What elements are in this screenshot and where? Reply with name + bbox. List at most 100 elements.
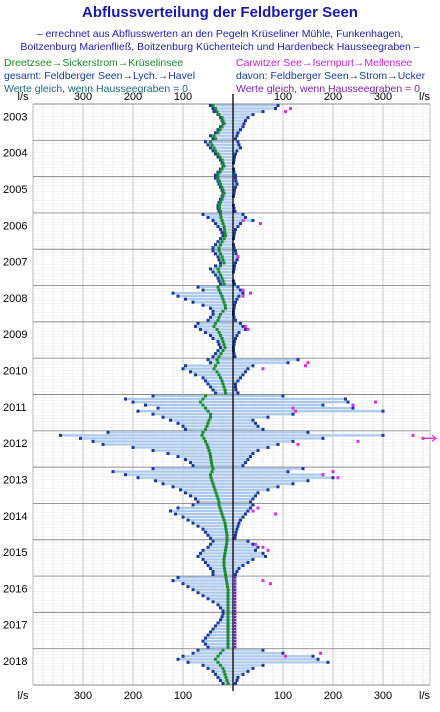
bar-left — [213, 149, 233, 152]
green-marker — [221, 382, 225, 386]
total-marker-right — [251, 452, 255, 456]
purple-marker — [234, 600, 237, 603]
green-marker — [217, 500, 221, 504]
bar-left — [193, 503, 233, 507]
total-marker-left — [206, 318, 210, 322]
total-marker-right — [234, 337, 237, 341]
total-marker-right — [241, 464, 245, 468]
total-marker-left — [216, 675, 220, 679]
total-marker-right — [241, 672, 245, 676]
green-marker — [219, 200, 222, 204]
total-marker-right — [256, 491, 260, 495]
total-marker-left — [211, 312, 215, 316]
bar-right — [233, 440, 293, 443]
bar-left — [203, 528, 233, 531]
bar-left — [198, 525, 233, 528]
year-label: 2010 — [3, 366, 27, 378]
bar-left — [125, 473, 233, 476]
total-marker-right — [235, 182, 239, 186]
total-marker-right — [326, 660, 330, 664]
purple-marker — [234, 630, 237, 634]
total-marker-right — [233, 355, 237, 359]
bar-right — [233, 183, 237, 186]
bar-right — [233, 479, 308, 482]
total-marker-left — [214, 173, 217, 177]
total-marker-left — [209, 385, 212, 389]
total-marker-right — [321, 436, 325, 440]
bar-left — [183, 367, 233, 370]
total-marker-right — [241, 324, 245, 328]
total-marker-right — [236, 140, 240, 144]
bar-left — [185, 458, 233, 461]
total-marker-right — [301, 467, 305, 471]
bar-right — [233, 488, 268, 491]
total-marker-left — [209, 566, 212, 570]
green-marker — [226, 639, 230, 643]
total-marker-right — [254, 494, 257, 498]
green-marker — [224, 573, 227, 577]
bar-left — [220, 158, 233, 162]
total-marker-right — [239, 146, 242, 150]
bar-left — [193, 301, 233, 304]
green-marker — [204, 394, 207, 398]
total-marker-left — [204, 379, 207, 383]
total-marker-left — [211, 669, 215, 673]
green-marker — [222, 261, 226, 265]
purple-marker — [234, 582, 237, 585]
bar-left — [203, 376, 233, 379]
bar-right — [233, 379, 238, 382]
bar-right — [233, 673, 243, 676]
total-marker-right — [321, 403, 325, 407]
bar-right — [233, 110, 263, 113]
x-tick-label-right-top: 200 — [324, 91, 342, 103]
bar-left — [222, 195, 233, 198]
total-marker-left — [211, 388, 215, 392]
bar-left — [193, 652, 233, 655]
bar-left — [220, 261, 233, 264]
total-marker-right — [239, 128, 242, 132]
green-marker — [225, 542, 228, 546]
green-marker — [216, 131, 220, 135]
green-marker — [209, 140, 212, 144]
total-marker-right — [234, 228, 237, 232]
green-marker — [208, 452, 212, 456]
green-marker — [215, 494, 219, 498]
total-marker-left — [189, 494, 192, 498]
green-marker — [222, 385, 226, 389]
total-marker-left — [161, 415, 165, 419]
total-marker-left — [131, 445, 135, 449]
total-marker-right — [244, 119, 247, 123]
total-marker-right — [234, 176, 237, 180]
green-marker — [221, 340, 225, 344]
green-marker — [217, 246, 221, 250]
green-marker — [222, 237, 226, 241]
total-marker-left — [214, 176, 217, 180]
total-marker-right — [237, 566, 241, 570]
total-marker-left — [166, 452, 170, 456]
total-marker-right — [256, 424, 260, 428]
total-marker-right — [239, 376, 242, 380]
bar-right — [233, 131, 238, 134]
bar-left — [218, 276, 233, 280]
total-marker-right — [249, 455, 252, 459]
green-marker — [217, 373, 221, 377]
green-marker — [212, 485, 216, 489]
bar-right — [233, 561, 248, 564]
total-marker-left — [176, 455, 180, 459]
green-marker — [223, 672, 227, 676]
bar-left — [205, 140, 233, 143]
green-marker — [216, 267, 220, 271]
total-marker-right — [235, 333, 239, 337]
green-marker — [201, 397, 205, 401]
total-marker-left — [79, 436, 82, 440]
bar-left — [210, 146, 233, 149]
total-marker-right — [234, 261, 237, 265]
total-marker-left — [171, 485, 175, 489]
total-marker-right — [233, 188, 236, 192]
total-marker-left — [211, 107, 215, 111]
bar-right — [233, 431, 308, 434]
magenta-marker — [294, 409, 297, 413]
green-marker — [226, 585, 229, 589]
total-marker-right — [286, 470, 290, 474]
